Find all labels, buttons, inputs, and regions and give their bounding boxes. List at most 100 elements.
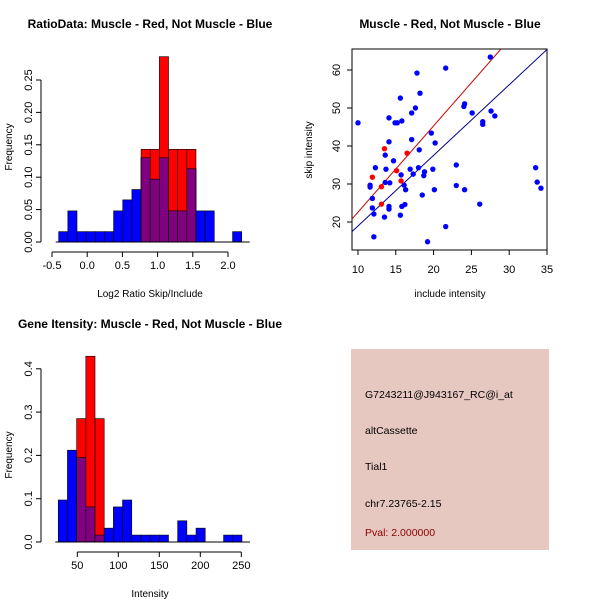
- x-tick-label: 200: [191, 560, 209, 572]
- bar-not-muscle: [104, 231, 114, 243]
- point-muscle: [378, 183, 385, 190]
- bar-not-muscle: [204, 210, 215, 243]
- point-not-muscle: [442, 65, 449, 71]
- bar-not-muscle: [131, 189, 142, 243]
- bar-not-muscle: [122, 199, 133, 243]
- gene-name: Tial1: [365, 461, 388, 473]
- point-not-muscle: [372, 164, 379, 171]
- probe-id: G7243211@J943167_RC@i_at: [365, 389, 513, 401]
- point-not-muscle: [387, 180, 393, 186]
- y-tick-label: 0.15: [23, 134, 35, 155]
- point-not-muscle: [386, 139, 392, 145]
- point-not-muscle: [461, 103, 467, 110]
- point-muscle: [393, 168, 400, 174]
- point-not-muscle: [453, 182, 459, 189]
- point-not-muscle: [453, 162, 459, 168]
- point-not-muscle: [410, 171, 416, 177]
- point-not-muscle: [532, 164, 539, 171]
- bar-not-muscle: [94, 231, 105, 243]
- x-tick-label: -0.5: [43, 260, 62, 272]
- point-not-muscle: [371, 234, 377, 240]
- gene-intensity-xlabel: Intensity: [131, 589, 168, 600]
- x-tick-label: 20: [427, 264, 439, 276]
- x-tick-label: 2.0: [220, 260, 235, 272]
- fit-line-not-muscle: [352, 49, 547, 233]
- bar-overlap: [149, 178, 160, 243]
- point-not-muscle: [538, 185, 544, 191]
- point-not-muscle: [381, 214, 388, 220]
- point-not-muscle: [371, 211, 377, 217]
- bar-overlap: [168, 210, 178, 243]
- point-not-muscle: [416, 147, 422, 153]
- y-tick-label: 0.10: [23, 166, 35, 187]
- y-tick-label: 40: [331, 140, 343, 152]
- bar-not-muscle: [140, 534, 151, 543]
- gene-intensity-histogram: Gene Itensity: Muscle - Red, Not Muscle …: [4, 317, 282, 600]
- point-muscle: [398, 178, 404, 184]
- bar-not-muscle: [159, 534, 169, 543]
- x-tick-label: 0.5: [115, 260, 130, 272]
- point-not-muscle: [407, 166, 413, 172]
- bar-overlap: [76, 457, 87, 543]
- point-not-muscle: [431, 187, 438, 193]
- point-not-muscle: [492, 113, 498, 119]
- bar-overlap: [177, 210, 188, 243]
- y-tick-label: 30: [331, 178, 343, 190]
- genomic-location: chr7.23765-2.15: [365, 498, 442, 510]
- point-not-muscle: [382, 152, 388, 158]
- bar-overlap: [140, 157, 151, 243]
- y-tick-label: 0.1: [23, 491, 35, 506]
- point-not-muscle: [390, 158, 397, 164]
- point-not-muscle: [401, 182, 407, 188]
- bar-muscle: [94, 418, 105, 543]
- y-tick-label: 0.20: [23, 102, 35, 123]
- point-not-muscle: [398, 172, 404, 178]
- scatter-xlabel: include intensity: [414, 289, 485, 300]
- point-not-muscle: [487, 54, 493, 60]
- point-not-muscle: [386, 206, 392, 212]
- y-tick-label: 0.0: [23, 534, 35, 549]
- y-tick-label: 0.4: [23, 361, 35, 376]
- bar-not-muscle: [113, 506, 123, 543]
- x-tick-label: 15: [390, 264, 402, 276]
- bar-not-muscle: [76, 231, 87, 243]
- point-not-muscle: [397, 95, 404, 101]
- point-not-muscle: [408, 136, 415, 143]
- x-tick-label: 30: [503, 264, 515, 276]
- bar-not-muscle: [103, 527, 114, 543]
- point-not-muscle: [402, 187, 409, 193]
- bar-not-muscle: [85, 231, 96, 243]
- point-not-muscle: [442, 223, 449, 230]
- bar-not-muscle: [195, 527, 206, 543]
- point-not-muscle: [402, 201, 408, 208]
- point-muscle: [381, 145, 388, 152]
- point-not-muscle: [430, 166, 436, 172]
- bar-not-muscle: [186, 534, 197, 543]
- y-tick-label: 20: [331, 216, 343, 228]
- bar-not-muscle: [232, 231, 243, 243]
- y-tick-label: 0.3: [23, 404, 35, 419]
- gene-intensity-ylabel: Frequency: [4, 431, 15, 478]
- bar-not-muscle: [177, 520, 188, 543]
- bar-not-muscle: [113, 210, 124, 243]
- point-not-muscle: [355, 120, 361, 126]
- x-tick-label: 25: [465, 264, 477, 276]
- bar-overlap: [186, 168, 197, 243]
- pval: Pval: 2.000000: [365, 527, 435, 539]
- point-not-muscle: [386, 115, 392, 121]
- bar-overlap: [159, 157, 169, 243]
- point-not-muscle: [382, 179, 388, 186]
- bar-not-muscle: [223, 534, 234, 543]
- point-not-muscle: [417, 90, 423, 96]
- x-tick-label: 10: [352, 264, 364, 276]
- bar-not-muscle: [195, 210, 206, 243]
- point-not-muscle: [480, 121, 486, 128]
- point-muscle: [369, 174, 376, 180]
- x-tick-label: 1.0: [150, 260, 165, 272]
- point-not-muscle: [534, 179, 540, 185]
- point-not-muscle: [383, 166, 389, 172]
- x-tick-label: 150: [150, 560, 168, 572]
- info-panel-background: [351, 349, 549, 550]
- y-tick-label: 0.2: [23, 448, 35, 463]
